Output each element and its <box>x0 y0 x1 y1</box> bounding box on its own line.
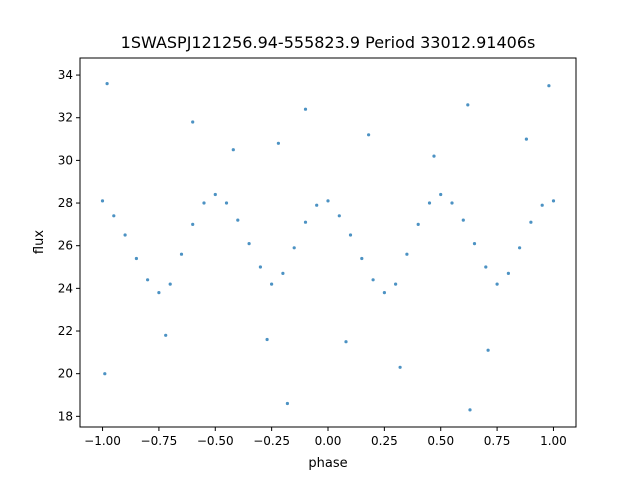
data-point <box>472 242 477 246</box>
data-point <box>461 218 465 222</box>
data-point <box>547 84 551 88</box>
x-tick-label: −1.00 <box>84 434 121 448</box>
data-point <box>468 408 472 412</box>
data-point <box>134 256 138 261</box>
data-point <box>224 201 229 205</box>
data-point <box>258 265 262 269</box>
data-point <box>486 348 490 352</box>
data-point <box>398 365 402 369</box>
x-tick-label: 0.50 <box>427 434 454 448</box>
x-tick-label: −0.50 <box>197 434 234 448</box>
data-point <box>427 201 432 205</box>
y-tick-label: 26 <box>58 239 73 253</box>
data-point <box>337 214 341 218</box>
data-point <box>281 271 285 275</box>
data-point <box>285 401 289 406</box>
y-tick-label: 22 <box>58 324 73 338</box>
data-point <box>103 372 107 376</box>
data-point <box>100 199 105 203</box>
data-points <box>100 82 556 412</box>
data-point <box>315 203 319 207</box>
x-tick-label: −0.25 <box>253 434 290 448</box>
data-point <box>231 148 235 152</box>
data-point <box>236 218 240 222</box>
y-tick-label: 20 <box>58 367 73 381</box>
data-point <box>292 246 296 250</box>
data-point <box>540 203 544 207</box>
data-point <box>164 333 168 337</box>
data-point <box>360 256 364 261</box>
data-point <box>265 337 269 342</box>
y-tick-label: 24 <box>58 281 73 295</box>
y-tick-label: 18 <box>58 409 73 423</box>
x-tick-label: 1.00 <box>540 434 567 448</box>
x-axis-label: phase <box>308 456 347 471</box>
data-point <box>112 214 116 218</box>
data-point <box>213 192 217 197</box>
data-point <box>105 82 109 86</box>
data-point <box>303 220 308 224</box>
data-point <box>157 291 161 295</box>
x-tick-label: 0.25 <box>371 434 398 448</box>
data-point <box>168 282 172 286</box>
data-point <box>348 233 353 237</box>
y-tick-label: 32 <box>58 111 73 125</box>
data-point <box>326 199 330 203</box>
x-tick-label: −0.75 <box>141 434 178 448</box>
data-point <box>303 107 308 111</box>
data-point <box>529 220 533 224</box>
data-point <box>382 291 386 295</box>
data-point <box>247 242 251 246</box>
data-point <box>518 246 522 250</box>
y-tick-label: 28 <box>58 196 73 210</box>
data-point <box>276 141 280 145</box>
chart-title: 1SWASPJ121256.94-555823.9 Period 33012.9… <box>121 33 536 52</box>
data-point <box>202 201 206 205</box>
data-point <box>146 278 150 282</box>
data-point <box>123 233 127 237</box>
data-point <box>191 222 195 226</box>
data-point <box>270 282 274 286</box>
data-point <box>432 154 436 158</box>
data-point <box>524 137 529 141</box>
plot-area-frame <box>79 57 577 428</box>
data-point <box>191 120 195 124</box>
y-tick-label: 30 <box>58 153 73 167</box>
x-tick-label: 0.00 <box>315 434 342 448</box>
x-axis-ticks: −1.00 −0.75 −0.50 −0.25 0.00 0.25 0.50 0.75 1.00 <box>84 427 567 448</box>
data-point <box>416 222 420 226</box>
data-point <box>367 133 371 137</box>
y-tick-label: 34 <box>58 68 73 82</box>
data-point <box>179 252 184 256</box>
data-point <box>506 271 510 275</box>
data-point <box>484 265 488 269</box>
data-point <box>450 201 454 205</box>
x-tick-label: 0.75 <box>484 434 511 448</box>
data-point <box>405 252 409 256</box>
data-point <box>394 282 398 286</box>
data-point <box>371 278 375 282</box>
data-point <box>439 192 443 197</box>
data-point <box>344 340 348 344</box>
y-axis-ticks: 18 20 22 24 26 28 30 32 34 <box>58 68 80 423</box>
y-axis-label: flux <box>32 230 47 254</box>
data-point <box>495 282 499 286</box>
data-point <box>466 103 470 107</box>
data-point <box>551 199 556 203</box>
